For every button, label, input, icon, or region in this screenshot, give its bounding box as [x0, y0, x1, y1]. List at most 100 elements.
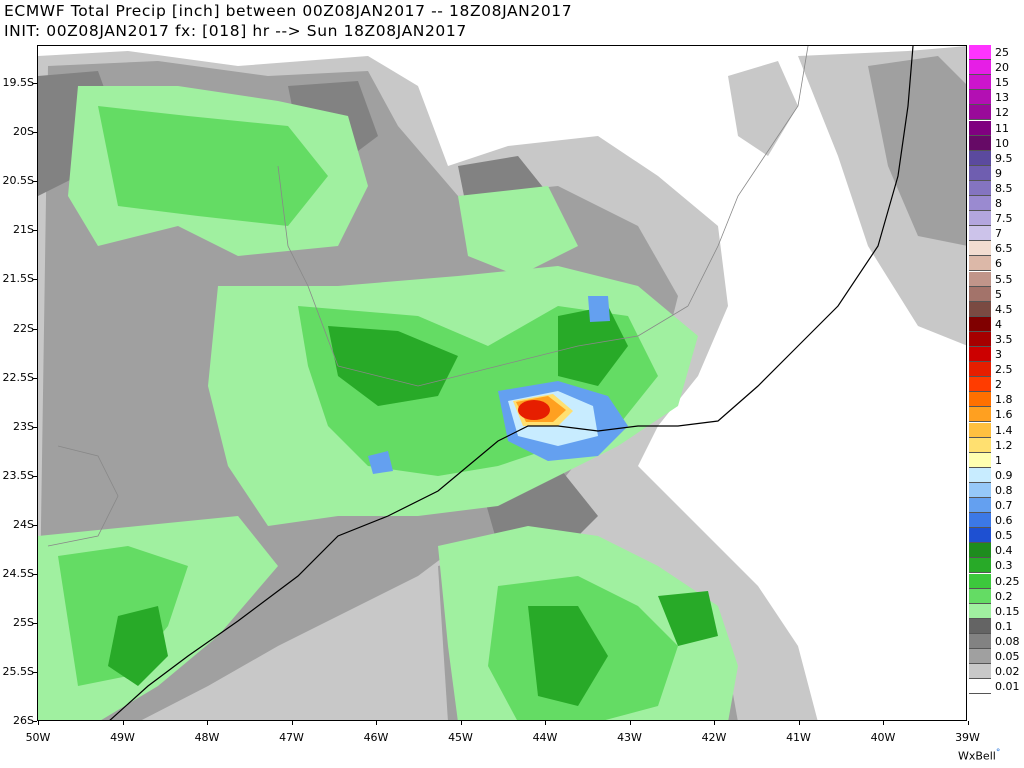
- legend-item: 13: [969, 90, 1024, 106]
- lat-tick: [33, 623, 37, 625]
- legend-swatch: [969, 573, 991, 589]
- wxbell-branding: WxBell°: [958, 748, 1000, 763]
- legend-label: 7: [995, 227, 1002, 241]
- legend-label: 6: [995, 257, 1002, 271]
- lat-tick: [33, 524, 37, 526]
- legend-label: 10: [995, 136, 1009, 150]
- legend-item: 15: [969, 75, 1024, 91]
- lon-tick: [967, 721, 969, 725]
- legend-swatch: [969, 618, 991, 634]
- legend-item: 3: [969, 347, 1024, 363]
- legend-label: 0.02: [995, 665, 1020, 679]
- lon-tick-label: 47W: [279, 731, 304, 744]
- lat-tick: [33, 672, 37, 674]
- legend-item: 4: [969, 316, 1024, 332]
- legend-label: 11: [995, 121, 1009, 135]
- lat-tick: [33, 83, 37, 84]
- legend-item: 20: [969, 60, 1024, 76]
- legend-item: 3.5: [969, 331, 1024, 347]
- legend-item: 6.5: [969, 241, 1024, 257]
- map-subtitle: INIT: 00Z08JAN2017 fx: [018] hr --> Sun …: [4, 22, 467, 40]
- legend-swatch: [969, 105, 991, 121]
- lon-tick: [460, 721, 462, 725]
- lat-tick-label: 26S: [13, 714, 34, 728]
- legend-swatch: [969, 528, 991, 544]
- legend-label: 9: [995, 166, 1002, 180]
- legend-label: 9.5: [995, 151, 1013, 165]
- legend-label: 3: [995, 348, 1002, 361]
- legend-swatch: [969, 362, 991, 378]
- legend-label: 2: [995, 378, 1002, 392]
- lon-tick-label: 44W: [532, 731, 558, 744]
- legend-item: 0.9: [969, 467, 1024, 483]
- legend-item: 9: [969, 165, 1024, 181]
- lat-tick-label: 22S: [13, 321, 34, 335]
- lat-tick: [33, 574, 37, 575]
- precip-map-canvas: [38, 46, 966, 720]
- state-border: [687, 46, 809, 307]
- lon-tick: [798, 721, 800, 725]
- legend-swatch: [969, 226, 991, 242]
- legend-label: 1.2: [995, 438, 1013, 452]
- lat-tick-label: 21.5S: [2, 272, 34, 286]
- lat-tick-label: 20S: [13, 125, 34, 139]
- legend-swatch: [969, 543, 991, 559]
- legend-label: 0.25: [995, 574, 1020, 588]
- legend-item: 8.5: [969, 180, 1024, 196]
- legend-label: 12: [995, 106, 1009, 120]
- lon-tick: [38, 721, 39, 725]
- legend-label: 8.5: [995, 181, 1013, 195]
- legend-swatch: [969, 120, 991, 136]
- legend-swatch: [969, 331, 991, 347]
- legend-swatch: [969, 513, 991, 529]
- legend-item: 0.05: [969, 649, 1024, 665]
- lon-tick: [883, 721, 884, 725]
- legend-swatch: [969, 588, 991, 604]
- lat-tick: [33, 426, 37, 428]
- legend-swatch: [969, 452, 991, 468]
- legend-swatch: [969, 498, 991, 514]
- coastline: [109, 46, 914, 720]
- lon-tick: [122, 721, 124, 725]
- legend-item: 0.2: [969, 588, 1024, 604]
- legend-swatch: [969, 135, 991, 151]
- legend-label: 0.2: [995, 589, 1013, 603]
- lat-tick-label: 19.5S: [2, 76, 34, 89]
- legend-item: 0.01: [969, 679, 1024, 695]
- legend-item: 0.15: [969, 603, 1024, 619]
- legend-label: 15: [995, 76, 1009, 90]
- branding-text: WxBell: [958, 749, 996, 763]
- legend-item: 0.6: [969, 513, 1024, 529]
- legend-swatch: [969, 241, 991, 257]
- lon-tick-label: 50W: [25, 731, 51, 744]
- lat-tick: [33, 328, 37, 330]
- legend-swatch: [969, 467, 991, 483]
- legend-label: 20: [995, 61, 1009, 75]
- legend-swatch: [969, 165, 991, 181]
- lat-tick-label: 25.5S: [2, 665, 34, 679]
- legend-item: 1.8: [969, 392, 1024, 408]
- lat-tick-label: 23.5S: [2, 468, 34, 482]
- legend-swatch: [969, 437, 991, 453]
- lat-tick: [33, 721, 37, 723]
- legend-swatch: [969, 347, 991, 363]
- legend-swatch: [969, 558, 991, 574]
- legend-item: 8: [969, 196, 1024, 212]
- legend-item: 12: [969, 105, 1024, 121]
- legend-swatch: [969, 286, 991, 302]
- legend-label: 1: [995, 453, 1002, 467]
- legend-label: 5: [995, 287, 1002, 301]
- legend-item: 0.02: [969, 664, 1024, 680]
- legend-item: 0.4: [969, 543, 1024, 559]
- lon-tick-label: 49W: [110, 731, 135, 744]
- legend-swatch: [969, 482, 991, 498]
- legend-item: 11: [969, 120, 1024, 136]
- legend-item: 2.5: [969, 362, 1024, 378]
- legend-item: 7.5: [969, 211, 1024, 227]
- legend-swatch: [969, 301, 991, 317]
- lat-tick-label: 20.5S: [2, 174, 34, 188]
- legend-item: 10: [969, 135, 1024, 151]
- lat-tick: [33, 377, 37, 379]
- lat-tick: [33, 279, 37, 281]
- legend-item: 25: [969, 45, 1024, 61]
